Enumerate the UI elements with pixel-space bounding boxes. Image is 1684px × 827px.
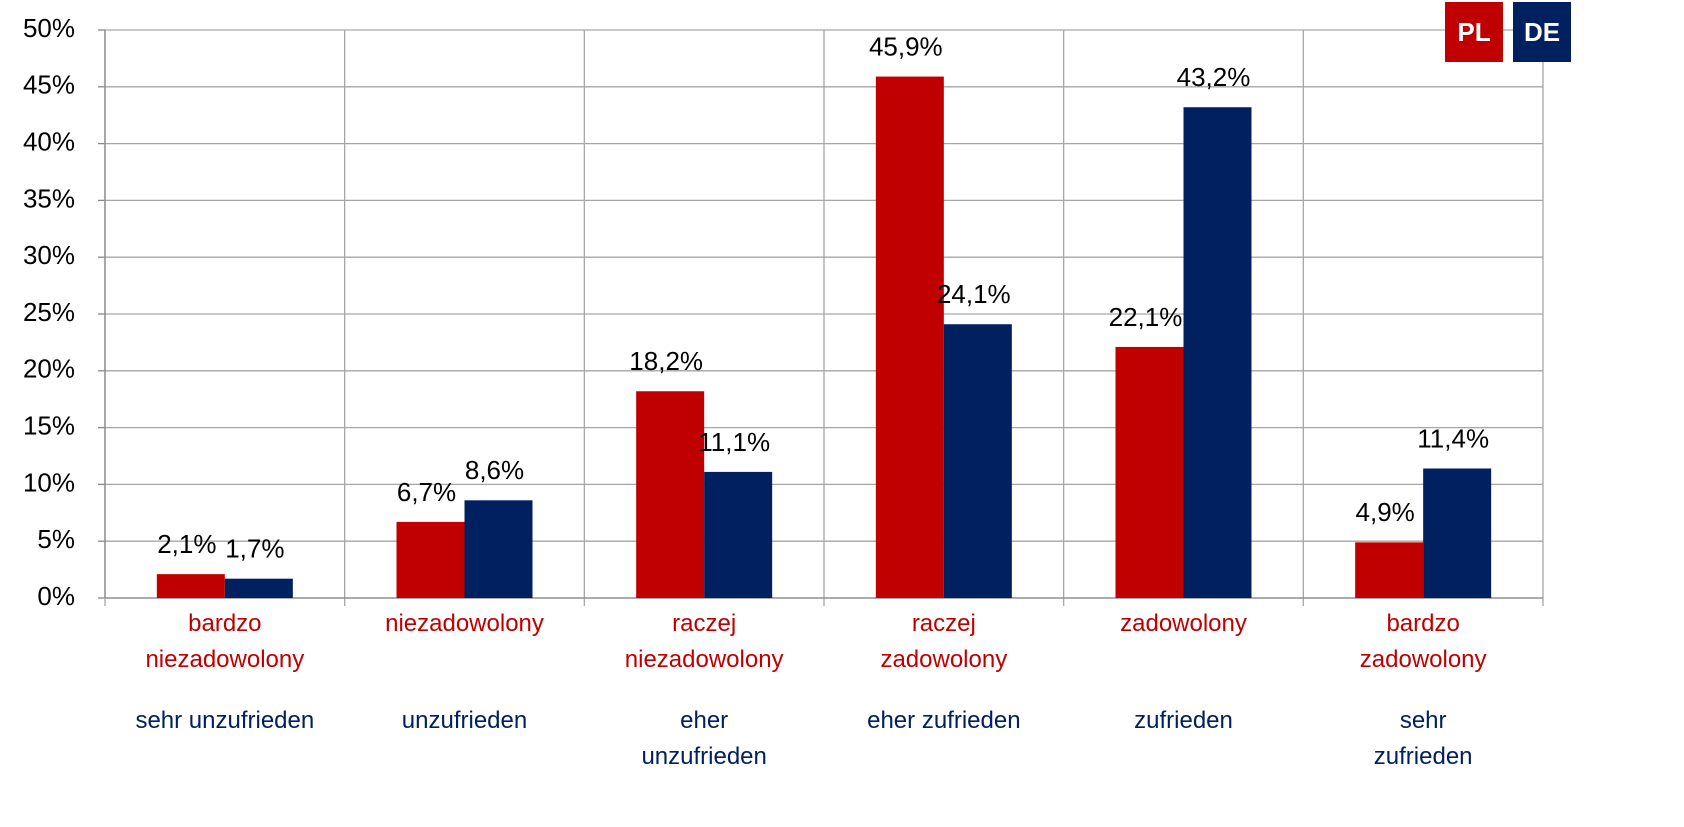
- y-tick-label: 15%: [23, 410, 75, 440]
- value-label: 18,2%: [629, 346, 703, 376]
- value-label: 11,1%: [698, 427, 770, 457]
- legend-label: PL: [1457, 17, 1490, 47]
- y-tick-label: 10%: [23, 467, 75, 497]
- x-tick-label: bardzo zadowolony: [1359, 610, 1487, 673]
- bar: [636, 391, 705, 598]
- bar: [875, 76, 944, 599]
- bar: [1115, 346, 1184, 598]
- x-tick-label: niezadowolony: [385, 610, 544, 637]
- bar: [464, 500, 533, 598]
- value-label: 24,1%: [937, 279, 1011, 309]
- x-tick-label: zadowolony: [1120, 610, 1247, 637]
- value-label: 6,7%: [397, 477, 456, 507]
- bar: [943, 324, 1012, 598]
- bar: [1423, 468, 1492, 598]
- x-tick-label-de: unzufrieden: [401, 707, 528, 734]
- legend-swatch: [1445, 2, 1503, 62]
- y-tick-label: 5%: [37, 524, 75, 554]
- value-label: 2,1%: [157, 529, 216, 559]
- y-tick-label: 35%: [23, 183, 75, 213]
- bar: [704, 471, 773, 598]
- value-label: 8,6%: [465, 455, 524, 485]
- x-tick-label: raczej niezadowolony: [624, 610, 784, 673]
- value-label: 11,4%: [1417, 423, 1489, 453]
- x-tick-label: raczej zadowolony: [880, 610, 1008, 673]
- bar: [396, 521, 465, 598]
- bar: [224, 578, 293, 598]
- y-tick-label: 40%: [23, 126, 75, 156]
- y-tick-label: 30%: [23, 240, 75, 270]
- x-tick-label-de: sehr unzufrieden: [135, 707, 315, 734]
- value-label: 1,7%: [225, 534, 284, 564]
- value-label: 45,9%: [869, 31, 943, 61]
- x-tick-label-de: eher unzufrieden: [641, 707, 767, 770]
- y-tick-label: 45%: [23, 70, 75, 100]
- x-tick-label-de: zufrieden: [1134, 707, 1233, 734]
- legend-label: DE: [1524, 17, 1560, 47]
- value-label: 22,1%: [1109, 302, 1183, 332]
- y-tick-label: 25%: [23, 297, 75, 327]
- bar: [156, 574, 225, 598]
- x-tick-label-de: sehr zufrieden: [1373, 707, 1473, 770]
- y-tick-label: 0%: [37, 581, 75, 611]
- x-tick-label-de: eher zufrieden: [867, 707, 1021, 734]
- bar: [1355, 542, 1424, 598]
- y-tick-label: 20%: [23, 354, 75, 384]
- x-tick-label: bardzo niezadowolony: [145, 610, 305, 673]
- y-tick-label: 50%: [23, 13, 75, 43]
- legend-swatch: [1513, 2, 1571, 62]
- value-label: 43,2%: [1177, 62, 1251, 92]
- bar: [1183, 107, 1252, 599]
- value-label: 4,9%: [1356, 497, 1415, 527]
